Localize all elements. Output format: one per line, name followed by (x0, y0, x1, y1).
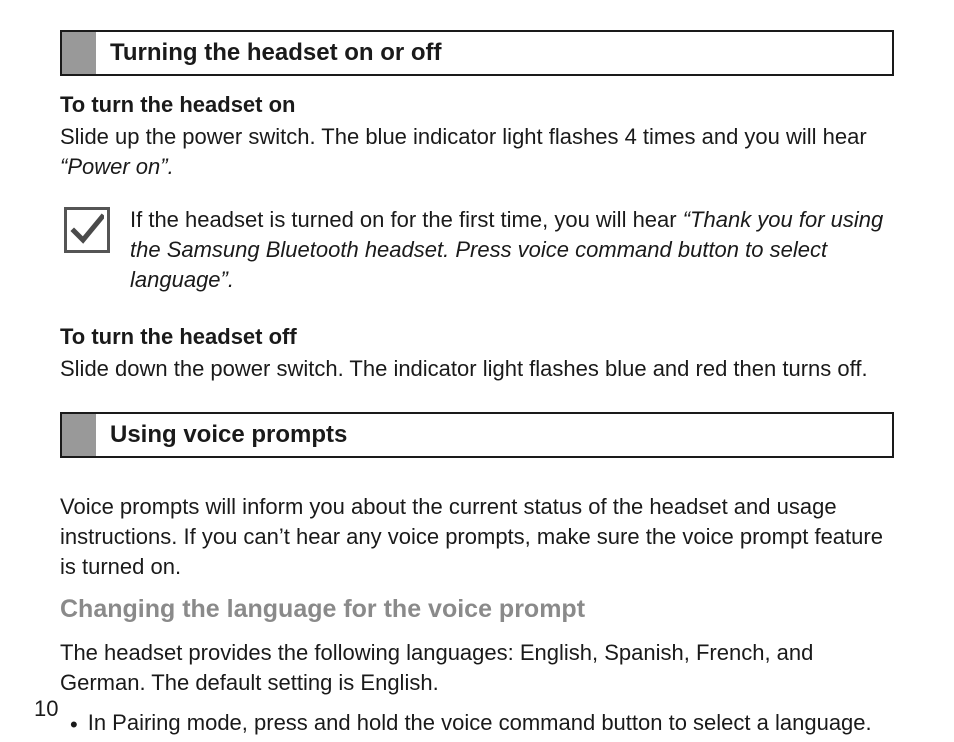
turn-off-heading: To turn the headset off (60, 324, 894, 350)
page-number: 10 (34, 696, 58, 722)
turn-off-body: Slide down the power switch. The indicat… (60, 354, 894, 384)
turn-on-body: Slide up the power switch. The blue indi… (60, 122, 894, 181)
note-box: If the headset is turned on for the firs… (60, 191, 894, 306)
bullet-text: In Pairing mode, press and hold the voic… (88, 708, 872, 738)
change-language-heading: Changing the language for the voice prom… (60, 595, 894, 624)
bullet-dot-icon: • (70, 708, 78, 740)
section-title: Using voice prompts (96, 414, 347, 456)
turn-on-body-quote: “Power on”. (60, 154, 174, 179)
languages-body: The headset provides the following langu… (60, 638, 894, 697)
bullet-item: • In Pairing mode, press and hold the vo… (60, 708, 894, 740)
voice-intro: Voice prompts will inform you about the … (60, 492, 894, 581)
note-text-pre: If the headset is turned on for the firs… (130, 207, 683, 232)
checkmark-icon (64, 207, 110, 253)
turn-on-body-text: Slide up the power switch. The blue indi… (60, 124, 867, 149)
section-tab (62, 414, 96, 456)
section-header-power: Turning the headset on or off (60, 30, 894, 76)
note-text: If the headset is turned on for the firs… (130, 205, 884, 294)
section-header-voice: Using voice prompts (60, 412, 894, 458)
section-tab (62, 32, 96, 74)
section-title: Turning the headset on or off (96, 32, 442, 74)
turn-on-heading: To turn the headset on (60, 92, 894, 118)
